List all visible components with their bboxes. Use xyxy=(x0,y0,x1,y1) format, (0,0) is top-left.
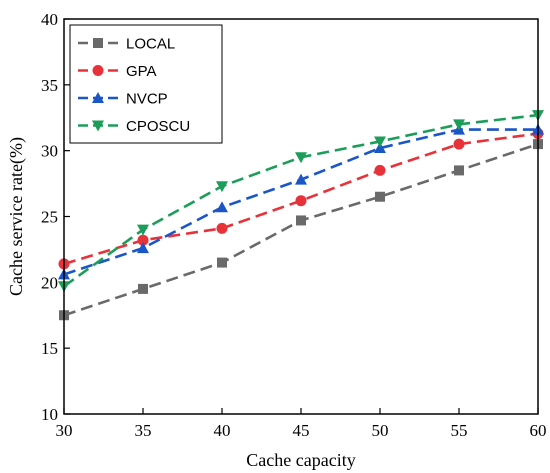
y-tick-label: 15 xyxy=(41,339,58,358)
x-tick-label: 50 xyxy=(372,421,389,440)
y-tick-label: 20 xyxy=(41,273,58,292)
x-tick-label: 55 xyxy=(451,421,468,440)
data-point-cposcu xyxy=(374,136,386,148)
axis-ticks: 30 35 40 45 50 55 60 10 15 20 25 30 35 40 xyxy=(41,10,547,440)
x-tick-label: 35 xyxy=(135,421,152,440)
data-point-cposcu xyxy=(295,152,307,164)
data-point-local xyxy=(454,165,464,176)
legend-marker xyxy=(93,38,103,48)
data-point-cposcu xyxy=(216,181,228,193)
data-point-cposcu xyxy=(137,224,149,236)
data-point-nvcp xyxy=(216,201,228,213)
legend: LOCAL GPA NVCP CPOSCU xyxy=(69,24,223,144)
legend-entry-nvcp: NVCP xyxy=(78,91,168,108)
y-tick-label: 40 xyxy=(41,10,58,29)
x-tick-label: 60 xyxy=(530,421,547,440)
x-tick-label: 45 xyxy=(293,421,310,440)
data-point-gpa xyxy=(216,222,228,234)
y-tick-label: 10 xyxy=(41,405,58,424)
data-point-cposcu xyxy=(453,119,465,131)
legend-label: NVCP xyxy=(126,91,168,108)
x-axis-title: Cache capacity xyxy=(246,450,355,470)
y-axis-title: Cache service rate(%) xyxy=(6,137,27,296)
series-layer xyxy=(58,110,544,321)
legend-marker xyxy=(92,92,104,103)
data-point-local xyxy=(138,283,148,294)
data-point-gpa xyxy=(374,164,386,176)
data-point-local xyxy=(375,191,385,202)
series-gpa xyxy=(58,128,544,270)
legend-marker xyxy=(92,65,104,76)
data-point-local xyxy=(296,215,306,226)
y-tick-label: 35 xyxy=(41,76,58,95)
data-point-nvcp xyxy=(374,142,386,154)
legend-entry-local: LOCAL xyxy=(78,36,175,53)
legend-entry-cposcu: CPOSCU xyxy=(78,118,190,135)
data-point-nvcp xyxy=(137,242,149,254)
data-point-nvcp xyxy=(295,173,307,185)
x-tick-label: 40 xyxy=(214,421,231,440)
plot-frame xyxy=(63,18,539,415)
x-tick-label: 30 xyxy=(56,421,73,440)
y-tick-label: 25 xyxy=(41,208,58,227)
legend-entry-gpa: GPA xyxy=(78,63,157,80)
y-tick-label: 30 xyxy=(41,142,58,161)
data-point-gpa xyxy=(295,195,307,207)
data-point-gpa xyxy=(137,234,149,246)
data-point-local xyxy=(217,257,227,268)
legend-label: LOCAL xyxy=(126,36,175,53)
data-point-gpa xyxy=(453,138,465,150)
legend-marker xyxy=(92,120,104,132)
legend-label: GPA xyxy=(126,63,157,80)
legend-label: CPOSCU xyxy=(126,118,190,135)
